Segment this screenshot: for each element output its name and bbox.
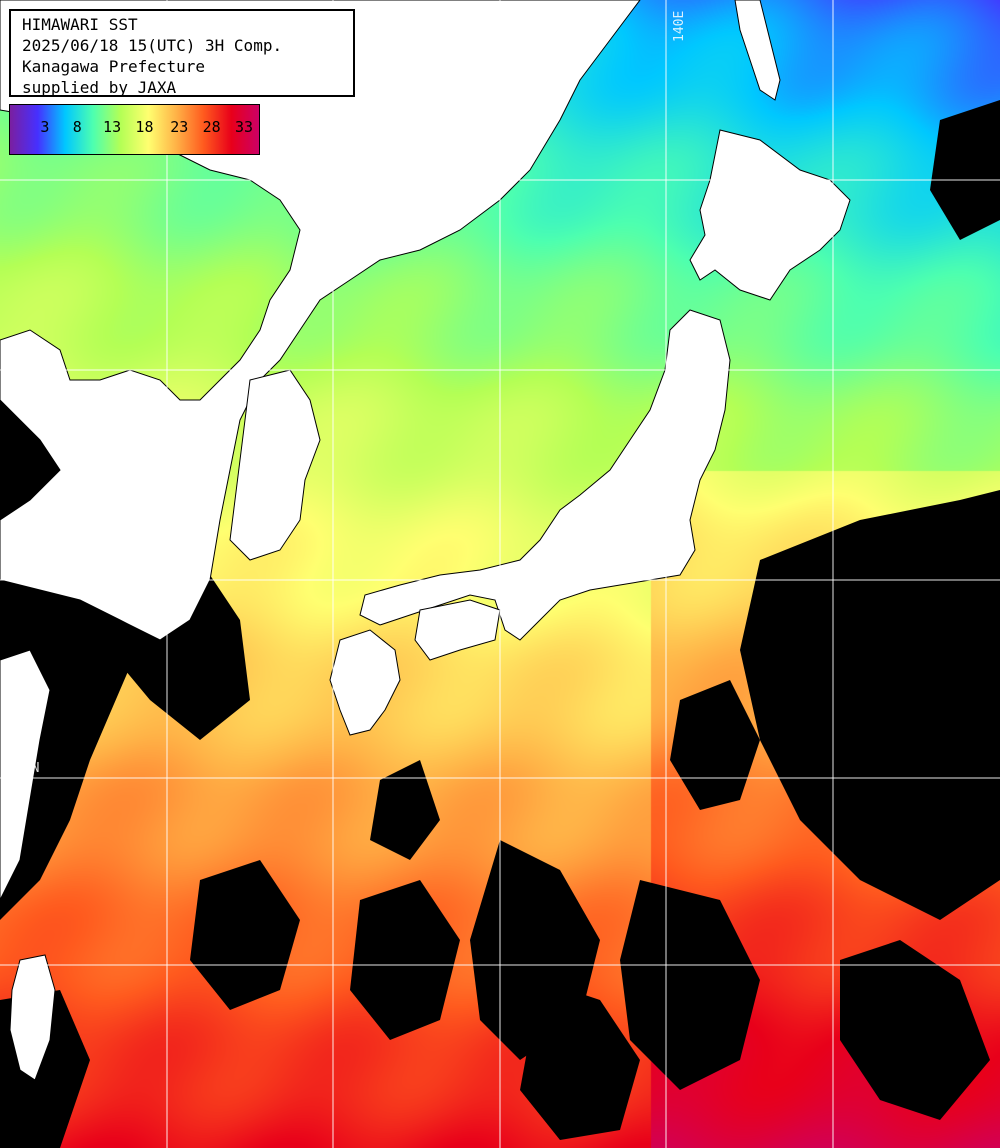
title-box: HIMAWARI SST 2025/06/18 15(UTC) 3H Comp.… xyxy=(9,9,355,97)
hokkaido xyxy=(689,129,851,301)
scale-tick-label: 28 xyxy=(202,118,221,136)
korea xyxy=(229,369,321,561)
scale-tick-label: 23 xyxy=(170,118,189,136)
timestamp: 2025/06/18 15(UTC) 3H Comp. xyxy=(22,36,283,55)
scale-tick-label: 33 xyxy=(235,118,254,136)
product-title: HIMAWARI SST xyxy=(22,15,138,34)
lon-label-140e: 140E xyxy=(672,10,687,42)
lat-label-30n: 30N xyxy=(16,761,40,776)
scale-tick-label: 13 xyxy=(103,118,122,136)
color-scale-labels: 3 8 13 18 23 28 33 xyxy=(10,118,259,140)
color-scale-gradient xyxy=(10,105,259,154)
color-scale: 3 8 13 18 23 28 33 xyxy=(9,104,260,155)
lat-label-40n: 40N xyxy=(16,354,40,369)
china-coast xyxy=(0,649,51,901)
land-mask xyxy=(0,0,851,1081)
data-source: supplied by JAXA xyxy=(22,78,177,97)
kyushu xyxy=(329,629,401,736)
shikoku xyxy=(414,599,501,661)
taiwan xyxy=(9,954,56,1081)
honshu xyxy=(359,309,731,641)
scale-tick-label: 3 xyxy=(40,118,50,136)
scale-tick-label: 8 xyxy=(72,118,82,136)
sakhalin xyxy=(734,0,781,101)
region-name: Kanagawa Prefecture xyxy=(22,57,206,76)
scale-tick-label: 18 xyxy=(135,118,154,136)
continent xyxy=(0,0,641,641)
